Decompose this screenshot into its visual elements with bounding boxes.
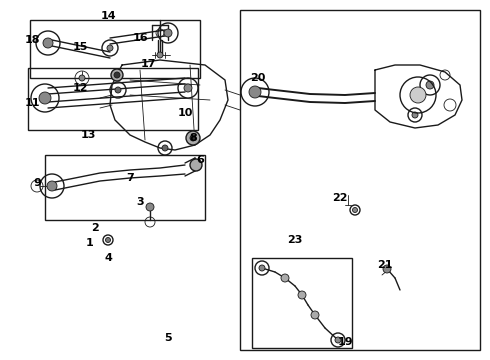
Circle shape [162,145,168,151]
Text: 10: 10 [177,108,193,118]
Circle shape [311,311,319,319]
Text: 23: 23 [287,235,303,245]
Text: 2: 2 [91,223,99,233]
Text: 17: 17 [140,59,156,69]
Circle shape [281,274,289,282]
Text: 21: 21 [377,260,393,270]
Bar [45,155,205,220]
Bar [30,20,200,78]
Text: 18: 18 [24,35,40,45]
Circle shape [410,87,426,103]
Circle shape [107,45,113,51]
Text: 19: 19 [337,337,353,347]
Circle shape [298,291,306,299]
Circle shape [426,81,434,89]
Text: 20: 20 [250,73,266,83]
Circle shape [383,265,391,273]
Circle shape [146,203,154,211]
Text: 7: 7 [126,173,134,183]
Text: 1: 1 [86,238,94,248]
Bar [240,10,480,350]
Circle shape [352,207,358,212]
Text: 22: 22 [332,193,348,203]
Circle shape [335,337,341,343]
Circle shape [43,38,53,48]
Bar [28,68,198,130]
Text: 11: 11 [24,98,40,108]
Text: 15: 15 [73,42,88,52]
Circle shape [157,52,163,58]
Bar [252,258,352,348]
Circle shape [111,69,123,81]
Circle shape [190,135,196,141]
Circle shape [184,84,192,92]
Circle shape [39,92,51,104]
Circle shape [105,238,111,243]
Circle shape [164,29,172,37]
Circle shape [259,265,265,271]
Text: 16: 16 [132,33,148,43]
Circle shape [249,86,261,98]
Text: 6: 6 [196,155,204,165]
Text: 13: 13 [80,130,96,140]
Circle shape [47,181,57,191]
Circle shape [115,87,121,93]
Text: 3: 3 [136,197,144,207]
Circle shape [114,72,120,78]
Text: 5: 5 [164,333,172,343]
Circle shape [190,159,202,171]
Circle shape [412,112,418,118]
Circle shape [186,131,200,145]
Text: 8: 8 [189,133,197,143]
Circle shape [79,75,85,81]
Text: 14: 14 [100,11,116,21]
Text: 9: 9 [33,178,41,188]
Text: 4: 4 [104,253,112,263]
Text: 12: 12 [72,83,88,93]
